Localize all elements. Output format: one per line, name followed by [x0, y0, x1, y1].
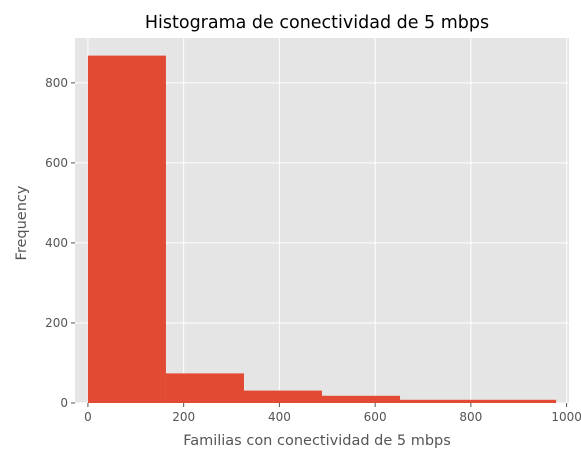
x-tick-label: 1000 — [551, 410, 581, 424]
x-tick-label: 0 — [84, 410, 92, 424]
x-tick-label: 400 — [268, 410, 291, 424]
x-tick-label: 200 — [172, 410, 195, 424]
histogram-bar-0 — [87, 55, 166, 403]
y-tick-label: 800 — [45, 76, 68, 90]
y-axis-ticks: 0 200 400 600 800 — [45, 76, 75, 410]
x-tick-label: 800 — [459, 410, 482, 424]
histogram-bar-2 — [243, 390, 322, 403]
y-tick-label: 200 — [45, 316, 68, 330]
y-axis-label: Frequency — [14, 185, 30, 260]
y-tick-label: 400 — [45, 236, 68, 250]
bars — [87, 55, 557, 403]
y-tick-label: 0 — [60, 396, 68, 410]
histogram-bar-5 — [478, 399, 557, 403]
x-tick-label: 600 — [364, 410, 387, 424]
chart-title: Histograma de conectividad de 5 mbps — [145, 13, 489, 33]
x-axis-ticks: 0 200 400 600 800 1000 — [84, 403, 581, 424]
histogram-bar-3 — [322, 395, 401, 403]
histogram-bar-4 — [400, 399, 479, 403]
x-axis-label: Familias con conectividad de 5 mbps — [183, 433, 451, 449]
y-tick-label: 600 — [45, 156, 68, 170]
histogram-bar-1 — [165, 373, 244, 403]
